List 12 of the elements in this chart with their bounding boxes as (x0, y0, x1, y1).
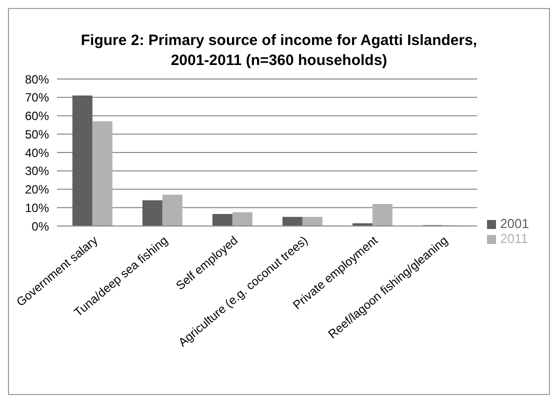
y-tick-label: 50% (24, 127, 50, 142)
y-tick-label: 10% (24, 200, 50, 215)
y-tick-label: 70% (24, 90, 50, 105)
legend-label: 2011 (500, 231, 528, 246)
y-tick-label: 30% (24, 164, 50, 178)
y-tick-label: 40% (24, 146, 50, 160)
chart-title: Figure 2: Primary source of income for Agatti Islanders, 2001-2011 (n=360 households) (80, 31, 478, 71)
y-tick-label: 0% (32, 219, 50, 234)
y-tick-label: 60% (24, 109, 50, 124)
y-tick-label: 20% (24, 182, 50, 197)
legend-label: 2001 (500, 216, 529, 231)
y-tick-label: 80% (24, 72, 50, 86)
